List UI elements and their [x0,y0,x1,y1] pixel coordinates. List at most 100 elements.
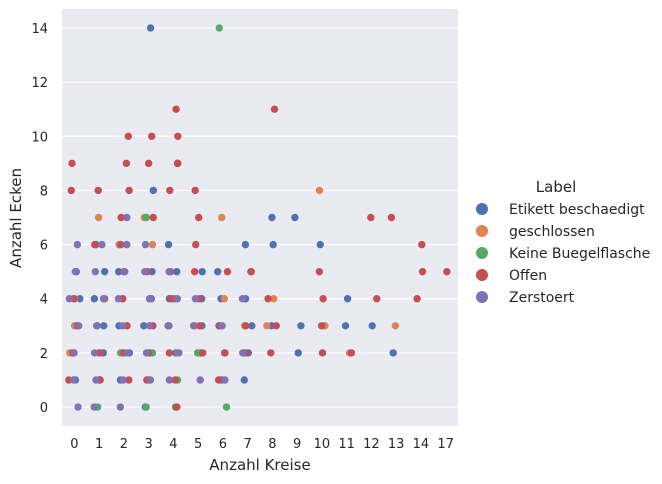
data-point [146,376,155,384]
data-point [76,295,84,303]
data-point [270,105,279,113]
data-point [91,267,100,276]
data-point [196,322,204,330]
data-points [65,24,451,411]
data-point [90,349,99,357]
data-point [269,240,277,249]
x-tick-label: 4 [169,437,177,452]
legend: Label Etikett beschaedigt geschlossen Kein… [476,178,650,306]
data-point [367,213,375,222]
data-point [148,240,157,249]
data-point [114,295,123,303]
data-point [149,186,158,195]
data-point [198,267,206,276]
data-point [239,349,247,357]
data-point [389,349,397,357]
data-point [319,295,327,303]
data-point [165,267,173,276]
x-tick-label: 13 [388,437,405,452]
data-point [238,295,247,303]
x-tick-labels: 0 1 2 3 4 5 6 7 8 9 10 11 12 13 14 17 [70,437,454,452]
y-tick-labels: 0 2 4 6 8 10 12 14 [31,22,48,416]
data-point [171,376,179,384]
data-point [191,186,199,195]
data-point [90,403,98,411]
data-point [418,240,426,249]
legend-title: Label [536,178,576,196]
data-point [123,213,131,222]
data-point [248,322,256,330]
data-point [90,295,99,303]
data-point [144,159,153,168]
data-point [264,295,272,303]
data-point [73,240,82,249]
data-point [142,349,151,357]
x-tick-label: 9 [293,437,301,452]
data-point [140,322,148,330]
data-point [117,213,125,222]
data-point [418,267,427,276]
data-point [94,186,102,195]
x-tick-label: 10 [314,437,331,452]
data-point [247,267,255,276]
data-point [192,240,200,249]
x-tick-label: 1 [95,437,103,452]
data-point [71,267,80,276]
data-point [191,295,200,303]
data-point [343,295,352,303]
data-point [167,295,176,303]
data-point [146,295,154,303]
data-point [294,349,302,357]
data-point [92,376,100,384]
legend-marker [476,291,488,303]
data-point [165,376,174,384]
legend-marker [476,247,488,259]
x-tick-label: 11 [338,437,355,452]
data-point [240,376,248,384]
data-point [94,213,103,222]
x-tick-label: 12 [363,437,380,452]
data-point [116,403,125,411]
y-tick-label: 6 [40,239,48,254]
data-point [165,322,173,330]
data-point [195,213,203,222]
data-point [222,403,231,411]
y-tick-label: 0 [40,401,48,416]
data-point [220,295,229,303]
data-point [193,349,202,357]
data-point [199,349,207,357]
legend-label: Zerstoert [509,290,575,306]
data-point [391,322,400,330]
data-point [149,213,157,222]
data-point [119,322,127,330]
data-point [74,403,82,411]
x-tick-label: 5 [194,437,202,452]
data-point [145,322,154,330]
y-tick-label: 14 [31,22,48,37]
data-point [263,322,271,330]
data-point [318,349,327,357]
data-point [443,267,451,276]
y-tick-label: 12 [31,76,48,91]
data-point [173,403,181,411]
y-tick-label: 2 [40,347,48,362]
data-point [166,186,174,195]
data-point [214,376,223,384]
data-point [347,349,356,357]
data-point [242,322,250,330]
data-point [267,349,275,357]
data-point [175,349,183,357]
data-point [148,132,156,140]
data-point [114,267,123,276]
data-point [123,240,131,249]
data-point [172,105,180,113]
legend-label: Offen [509,268,547,284]
data-point [98,240,106,249]
data-point [373,295,381,303]
data-point [214,267,222,276]
data-point [368,322,376,330]
data-point [100,322,108,330]
data-point [196,376,204,384]
data-point [173,267,181,276]
data-point [142,213,151,222]
